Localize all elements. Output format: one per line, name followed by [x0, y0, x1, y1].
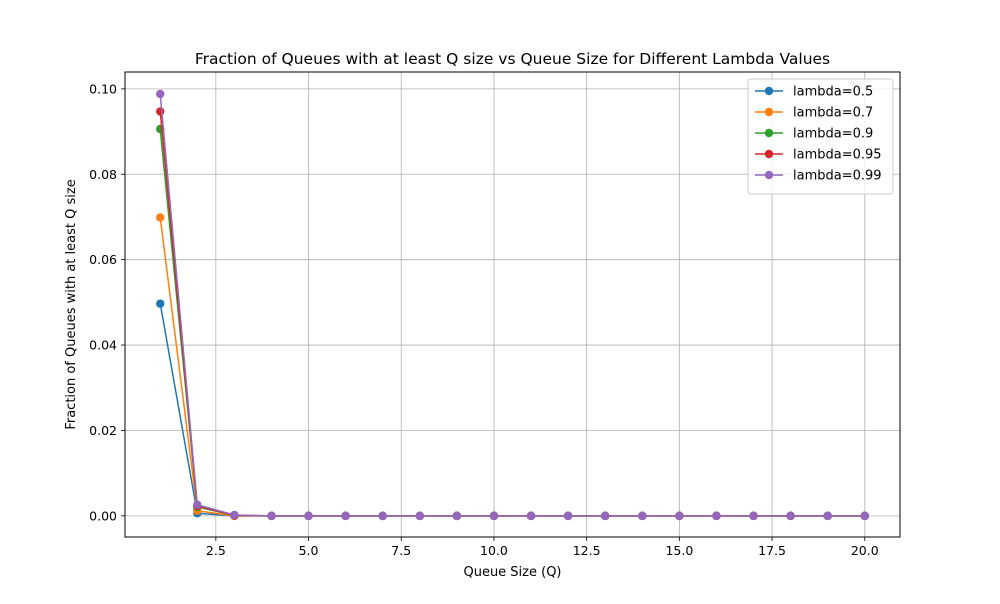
legend-marker	[764, 170, 774, 180]
x-axis-label: Queue Size (Q)	[463, 565, 561, 580]
data-point	[786, 511, 795, 521]
x-tick-label: 10.0	[480, 543, 508, 558]
y-tick-label: 0.08	[89, 167, 117, 182]
data-point	[378, 511, 387, 521]
legend-label: lambda=0.99	[793, 169, 882, 184]
data-point	[601, 511, 610, 521]
x-tick-label: 2.5	[206, 543, 226, 558]
data-point	[526, 511, 536, 521]
y-tick-label: 0.10	[89, 81, 117, 96]
series-line	[159, 93, 865, 517]
legend-label: lambda=0.5	[793, 85, 873, 100]
legend-marker	[764, 107, 774, 117]
legend-item: lambda=0.5	[755, 85, 873, 100]
data-point	[230, 510, 239, 520]
data-point	[156, 89, 165, 99]
legend-item: lambda=0.7	[755, 106, 873, 121]
data-point	[638, 511, 647, 521]
data-point	[675, 511, 684, 521]
legend-box	[747, 78, 894, 195]
legend-label: lambda=0.7	[793, 106, 873, 121]
axis-ticks: 2.5 5.0 7.5 10.0 12.5 15.0 17.5 20.0 0.00 0.02 0.0…	[89, 81, 879, 558]
y-tick-label: 0.00	[89, 508, 117, 523]
chart-title: Fraction of Queues with at least Q size …	[195, 50, 830, 68]
legend-item: lambda=0.99	[755, 169, 882, 184]
series-lambda=0.99	[156, 89, 869, 521]
data-point	[489, 511, 499, 521]
data-point	[823, 511, 832, 521]
x-tick-label: 17.5	[758, 543, 786, 558]
data-point	[563, 511, 573, 521]
data-point	[156, 299, 165, 308]
series-group	[156, 89, 869, 521]
data-point	[156, 213, 165, 222]
legend-marker	[764, 86, 774, 96]
legend-item: lambda=0.95	[755, 148, 882, 163]
data-point	[452, 511, 462, 521]
data-point	[156, 107, 165, 116]
x-tick-label: 7.5	[391, 543, 411, 558]
x-tick-label: 5.0	[299, 543, 319, 558]
legend: lambda=0.5 lambda=0.7 lambda=0.9 lambda=0.9…	[747, 78, 894, 195]
data-point	[304, 511, 313, 521]
y-tick-label: 0.04	[89, 338, 117, 353]
data-point	[860, 511, 869, 521]
legend-label: lambda=0.9	[793, 127, 873, 142]
legend-marker	[764, 128, 774, 138]
x-tick-label: 12.5	[573, 543, 601, 558]
data-point	[193, 500, 202, 509]
legend-marker	[764, 149, 774, 159]
x-tick-label: 15.0	[665, 543, 693, 558]
plot-area-frame	[124, 71, 901, 538]
legend-item: lambda=0.9	[755, 127, 873, 142]
y-axis-label: Fraction of Queues with at least Q size	[64, 179, 79, 429]
data-point	[415, 511, 424, 521]
data-point	[712, 511, 721, 521]
y-tick-label: 0.02	[89, 423, 117, 438]
data-point	[341, 511, 350, 521]
x-tick-label: 20.0	[851, 543, 879, 558]
data-point	[267, 511, 276, 521]
data-point	[749, 511, 758, 521]
y-tick-label: 0.06	[89, 252, 117, 267]
legend-label: lambda=0.95	[793, 148, 882, 163]
